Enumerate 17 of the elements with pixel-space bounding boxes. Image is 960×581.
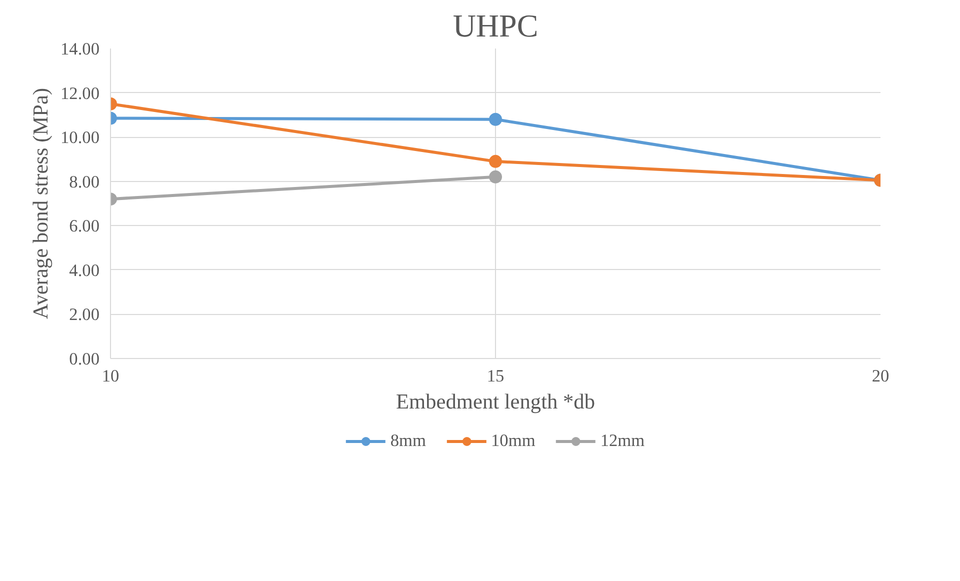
y-tick-label: 6.00	[69, 216, 100, 236]
legend-label: 12mm	[600, 431, 645, 451]
y-tick-label: 4.00	[69, 260, 100, 280]
y-tick-label: 8.00	[69, 172, 100, 192]
y-tick-label: 10.00	[60, 128, 100, 148]
y-tick-label: 14.00	[60, 40, 100, 58]
y-axis-title: Average bond stress (MPa)	[28, 88, 53, 320]
x-tick-label: 20	[872, 366, 890, 386]
x-tick-label: 15	[486, 366, 504, 386]
y-tick-label: 12.00	[60, 84, 100, 103]
y-tick-label: 2.00	[69, 305, 100, 324]
legend-label: 10mm	[491, 431, 536, 451]
y-tick-label: 0.00	[69, 350, 100, 368]
chart-title: UHPC	[452, 8, 538, 44]
legend-label: 8mm	[390, 431, 426, 451]
x-tick-label: 10	[102, 366, 120, 386]
x-axis-title: Embedment length *db	[396, 390, 596, 414]
